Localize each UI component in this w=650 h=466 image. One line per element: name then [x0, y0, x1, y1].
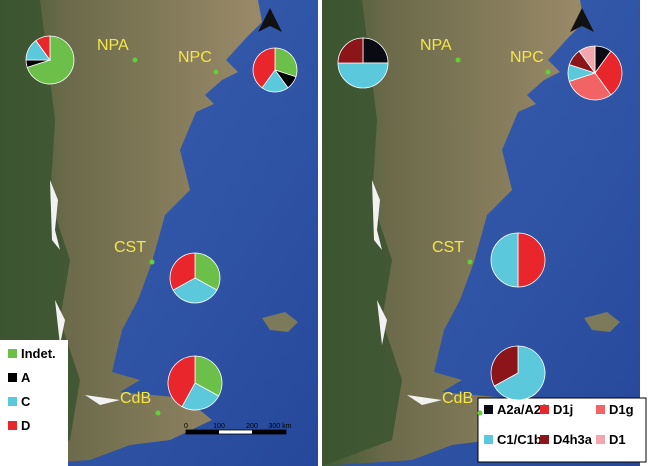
pie-slice — [252, 47, 276, 89]
pie-slice — [568, 72, 612, 101]
legend-label: A2a/A2f — [497, 402, 546, 417]
legend-label: D1g — [609, 402, 634, 417]
legend-label: D4h3a — [553, 432, 593, 447]
legend-swatch — [8, 397, 17, 406]
scale-label: 200 — [246, 423, 258, 430]
site-dot — [132, 57, 138, 63]
pie-slice — [167, 355, 196, 408]
legend-label: C — [21, 394, 31, 409]
site-label: NPC — [178, 49, 212, 66]
site-label: CST — [432, 239, 464, 256]
legend-label: A — [21, 370, 31, 385]
pie-slice — [517, 232, 546, 288]
pie-slice — [493, 345, 546, 401]
site-dot — [467, 259, 473, 265]
site-dot — [155, 410, 161, 416]
pie-slice — [274, 47, 298, 78]
north-arrow — [258, 8, 282, 32]
legend-swatch — [596, 405, 605, 414]
legend-swatch — [484, 435, 493, 444]
legend-swatch — [540, 405, 549, 414]
divider — [318, 0, 322, 466]
pie-slice — [169, 252, 196, 291]
pie-slice — [594, 50, 623, 96]
site-dot — [213, 69, 219, 75]
legend-label: Indet. — [21, 346, 56, 361]
scale-label: 100 — [213, 423, 225, 430]
site-label: NPC — [510, 49, 544, 66]
pie-slice — [181, 382, 220, 411]
pie-slice — [490, 232, 519, 288]
site-dot — [149, 259, 155, 265]
legend-swatch — [484, 405, 493, 414]
site-dot — [477, 410, 483, 416]
pie-slice — [578, 45, 596, 75]
legend-box — [477, 397, 647, 463]
site-label: NPA — [97, 37, 129, 54]
pie-slice — [35, 35, 51, 62]
legend-label: D — [21, 418, 30, 433]
legend-swatch — [8, 421, 17, 430]
legend-swatch — [8, 349, 17, 358]
pie-slice — [26, 35, 75, 85]
legend-label: D1j — [553, 402, 573, 417]
pie-slice — [194, 355, 223, 397]
legend-swatch — [540, 435, 549, 444]
legend-swatch — [8, 373, 17, 382]
site-label: CdB — [442, 390, 473, 407]
pie-slice — [362, 37, 389, 64]
site-label: CST — [114, 239, 146, 256]
site-dot — [545, 69, 551, 75]
scale-label: 0 — [184, 423, 188, 430]
legend-label: D1 — [609, 432, 626, 447]
legend-swatch — [596, 435, 605, 444]
pie-slice — [490, 345, 519, 387]
pie-slice — [337, 62, 389, 89]
legend-label: C1/C1b — [497, 432, 542, 447]
north-arrow — [570, 8, 594, 32]
pie-slice — [194, 252, 221, 291]
pie-slice — [337, 37, 364, 64]
site-dot — [455, 57, 461, 63]
site-label: CdB — [120, 390, 151, 407]
scale-label: 300 km — [269, 423, 292, 430]
site-label: NPA — [420, 37, 452, 54]
scale-bar — [185, 429, 287, 435]
